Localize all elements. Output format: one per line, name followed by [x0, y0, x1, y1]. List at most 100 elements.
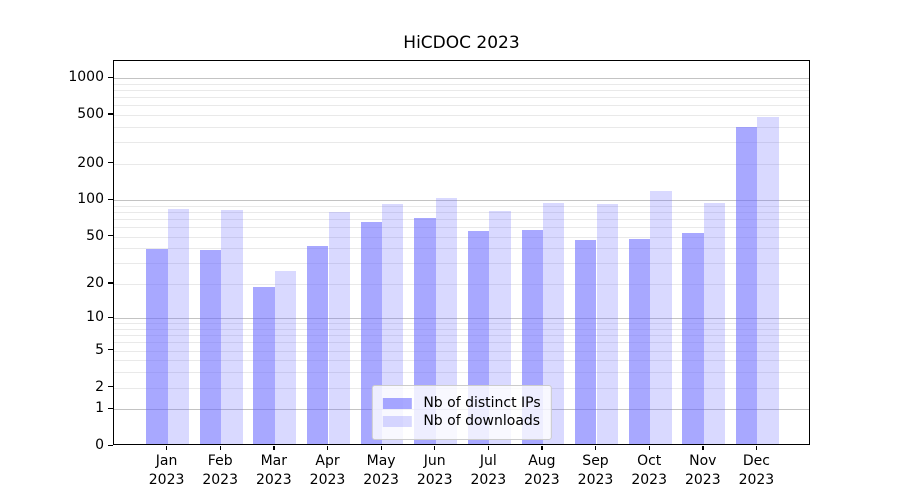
- month-year: 2023: [738, 472, 775, 488]
- bar-distinct-ips-feb: [199, 250, 222, 444]
- minor-gridline: [114, 248, 809, 250]
- legend: Nb of distinct IPs Nb of downloads: [371, 385, 552, 440]
- bar-downloads-aug: [542, 202, 565, 444]
- minor-gridline: [114, 360, 809, 362]
- x-tick-mark: [648, 446, 650, 450]
- x-tick-mark: [380, 446, 382, 450]
- y-tick-label: 100: [77, 191, 104, 208]
- minor-gridline: [114, 126, 809, 128]
- month-name: Sep: [582, 453, 609, 469]
- legend-label-distinct-ips: Nb of distinct IPs: [423, 395, 541, 411]
- month-name: Jul: [479, 453, 497, 469]
- x-tick-label-jun: Jun 2023: [417, 452, 453, 490]
- major-gridline: [114, 318, 809, 320]
- x-tick-label-may: May 2023: [363, 452, 399, 490]
- legend-swatch-distinct-ips: [382, 398, 412, 409]
- month-name: Oct: [637, 453, 662, 469]
- month-name: Apr: [315, 453, 340, 469]
- month-year: 2023: [577, 472, 614, 488]
- month-name: Aug: [528, 453, 556, 469]
- y-tick-mark: [108, 76, 113, 78]
- x-tick-label-sep: Sep 2023: [578, 452, 614, 490]
- minor-gridline: [114, 236, 809, 238]
- month-year: 2023: [255, 472, 292, 488]
- x-tick-mark: [487, 446, 490, 450]
- y-tick-label: 2: [95, 378, 104, 395]
- month-year: 2023: [416, 472, 453, 488]
- bar-distinct-ips-apr: [307, 246, 329, 444]
- x-tick-label-jan: Jan 2023: [149, 452, 185, 490]
- x-tick-mark: [595, 446, 597, 450]
- month-year: 2023: [470, 472, 507, 488]
- bar-downloads-apr: [328, 211, 350, 444]
- y-tick-label: 200: [77, 154, 104, 171]
- bar-distinct-ips-oct: [628, 238, 651, 444]
- x-tick-label-jul: Jul 2023: [470, 452, 506, 490]
- legend-label-downloads: Nb of downloads: [423, 413, 541, 429]
- y-tick-mark: [108, 162, 113, 164]
- legend-swatch-downloads: [382, 416, 412, 427]
- x-tick-mark: [702, 446, 704, 450]
- month-name: Dec: [742, 453, 770, 469]
- bar-downloads-may: [382, 204, 404, 444]
- bar-downloads-jan: [167, 209, 189, 444]
- minor-gridline: [114, 97, 809, 98]
- y-tick-label: 50: [86, 227, 104, 244]
- x-tick-label-apr: Apr 2023: [310, 452, 346, 490]
- x-tick-mark: [434, 446, 436, 450]
- major-gridline: [114, 200, 809, 202]
- minor-gridline: [114, 218, 809, 220]
- y-tick-label: 0: [95, 437, 104, 453]
- y-tick-label: 500: [77, 105, 104, 122]
- y-tick-label: 1000: [68, 69, 104, 85]
- month-year: 2023: [631, 472, 668, 488]
- minor-gridline: [114, 227, 809, 228]
- y-tick-mark: [108, 407, 113, 409]
- bar-downloads-oct: [650, 191, 672, 444]
- y-tick-mark: [108, 316, 113, 319]
- major-gridline: [114, 78, 809, 79]
- month-year: 2023: [684, 472, 721, 488]
- bar-distinct-ips-dec: [735, 126, 758, 444]
- minor-gridline: [114, 263, 809, 265]
- month-year: 2023: [309, 472, 346, 488]
- x-tick-mark: [166, 446, 168, 450]
- x-tick-mark: [327, 446, 329, 450]
- bar-downloads-dec: [757, 117, 779, 444]
- y-tick-label: 1: [95, 400, 104, 417]
- bar-distinct-ips-nov: [682, 232, 704, 444]
- legend-item-distinct-ips: Nb of distinct IPs: [382, 395, 541, 411]
- month-name: May: [366, 453, 396, 469]
- bar-downloads-mar: [274, 270, 297, 444]
- month-year: 2023: [148, 472, 185, 488]
- y-tick-label: 20: [86, 274, 104, 291]
- minor-gridline: [114, 342, 809, 344]
- minor-gridline: [114, 372, 809, 374]
- minor-gridline: [114, 350, 809, 352]
- plot-area: Nb of distinct IPs Nb of downloads: [113, 60, 810, 445]
- y-tick-mark: [108, 349, 113, 351]
- y-tick-mark: [108, 198, 113, 200]
- x-tick-label-nov: Nov 2023: [685, 452, 721, 490]
- minor-gridline: [114, 83, 809, 85]
- month-year: 2023: [363, 472, 399, 488]
- minor-gridline: [114, 114, 809, 116]
- month-name: Jan: [155, 453, 178, 469]
- x-tick-label-aug: Aug 2023: [524, 452, 560, 490]
- y-tick-mark: [108, 235, 113, 237]
- bar-downloads-sep: [596, 203, 618, 444]
- y-tick-label: 10: [86, 309, 104, 326]
- x-tick-label-mar: Mar 2023: [256, 452, 292, 490]
- bar-downloads-jun: [435, 198, 458, 444]
- x-tick-label-feb: Feb 2023: [202, 452, 238, 490]
- y-tick-label: 5: [95, 341, 104, 358]
- minor-gridline: [114, 89, 809, 91]
- y-tick-mark: [108, 386, 113, 388]
- legend-item-downloads: Nb of downloads: [382, 414, 540, 429]
- month-year: 2023: [524, 472, 560, 488]
- y-tick-mark: [108, 113, 113, 115]
- chart-title: HiCDOC 2023: [403, 33, 520, 53]
- bar-distinct-ips-sep: [575, 240, 597, 444]
- bar-distinct-ips-mar: [253, 287, 275, 444]
